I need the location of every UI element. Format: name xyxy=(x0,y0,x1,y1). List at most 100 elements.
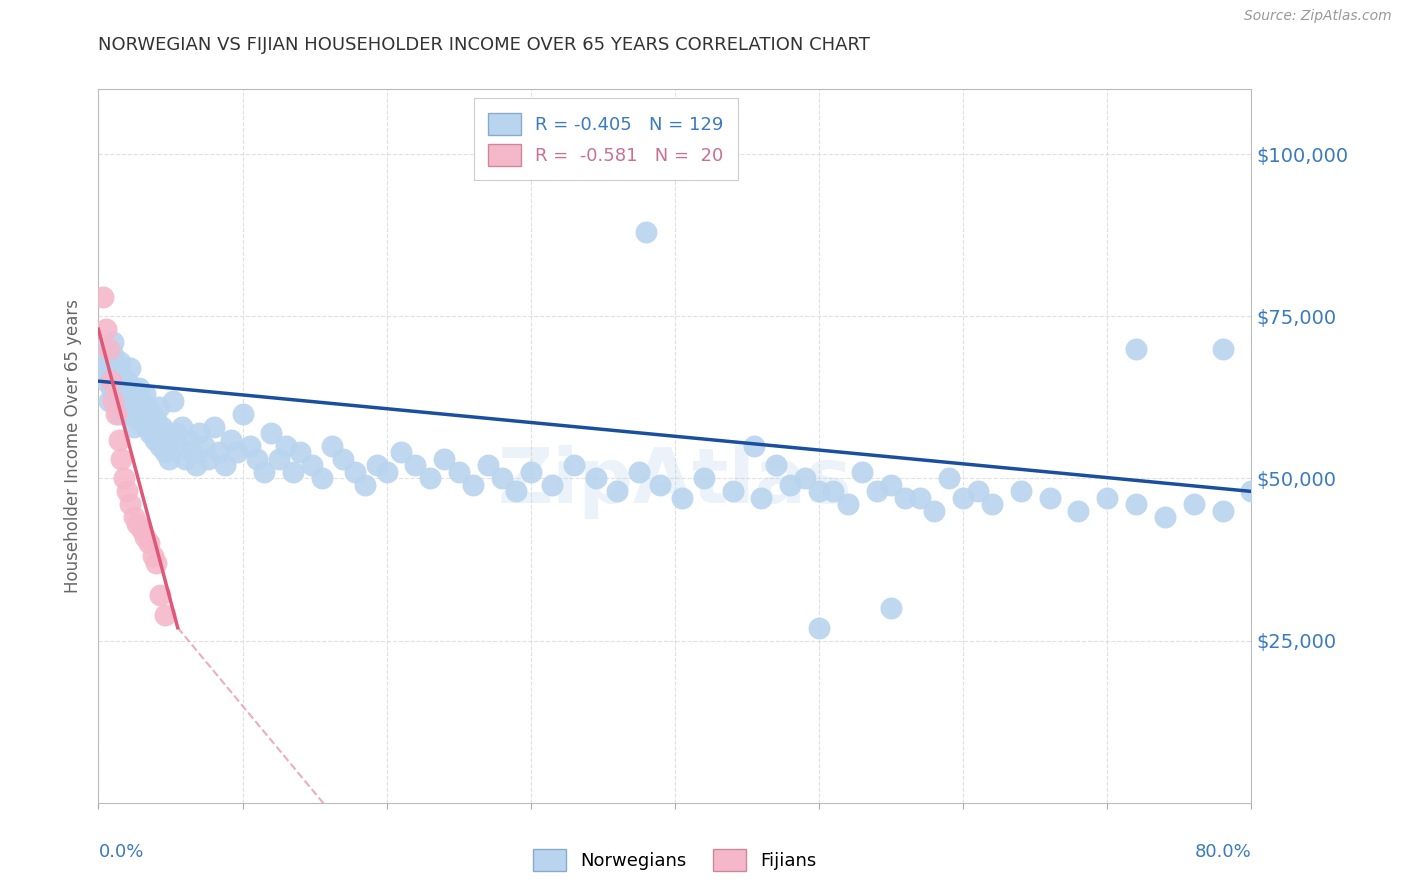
Point xyxy=(389,445,412,459)
Point xyxy=(124,419,146,434)
Point xyxy=(94,374,117,388)
Point xyxy=(136,400,159,414)
Point xyxy=(104,407,127,421)
Point xyxy=(112,381,135,395)
Point xyxy=(562,458,585,473)
Point xyxy=(585,471,607,485)
Point xyxy=(807,621,830,635)
Point xyxy=(354,478,377,492)
Point xyxy=(134,530,156,544)
Point xyxy=(260,425,283,440)
Point xyxy=(693,471,716,485)
Point xyxy=(721,484,744,499)
Point xyxy=(174,452,197,467)
Point xyxy=(188,425,211,440)
Point xyxy=(146,425,169,440)
Point xyxy=(765,458,787,473)
Point xyxy=(966,484,988,499)
Point xyxy=(149,439,172,453)
Point xyxy=(120,407,142,421)
Point xyxy=(98,368,121,382)
Point xyxy=(135,419,157,434)
Text: Source: ZipAtlas.com: Source: ZipAtlas.com xyxy=(1244,9,1392,23)
Point xyxy=(197,452,219,467)
Point xyxy=(142,549,165,564)
Point xyxy=(131,524,153,538)
Point xyxy=(375,465,398,479)
Point xyxy=(405,458,427,473)
Point xyxy=(108,387,131,401)
Point xyxy=(1038,491,1062,505)
Point xyxy=(128,381,150,395)
Point xyxy=(117,374,139,388)
Point xyxy=(1212,504,1234,518)
Point xyxy=(165,425,187,440)
Point xyxy=(1097,491,1119,505)
Point xyxy=(343,465,366,479)
Point xyxy=(104,361,127,376)
Point xyxy=(779,478,801,492)
Point xyxy=(108,354,131,368)
Point xyxy=(162,393,184,408)
Point xyxy=(671,491,693,505)
Point xyxy=(491,471,513,485)
Text: ZipAtlas: ZipAtlas xyxy=(498,445,852,518)
Point xyxy=(202,419,225,434)
Point xyxy=(332,452,354,467)
Point xyxy=(132,407,155,421)
Point xyxy=(153,607,176,622)
Legend: Norwegians, Fijians: Norwegians, Fijians xyxy=(526,842,824,879)
Point xyxy=(139,425,162,440)
Point xyxy=(107,433,129,447)
Point xyxy=(170,419,193,434)
Point xyxy=(193,439,215,453)
Point xyxy=(274,439,297,453)
Point xyxy=(541,478,564,492)
Point xyxy=(281,465,304,479)
Point xyxy=(520,465,543,479)
Point xyxy=(111,393,134,408)
Text: 0.0%: 0.0% xyxy=(98,843,143,861)
Point xyxy=(149,588,172,602)
Point xyxy=(938,471,960,485)
Point xyxy=(94,322,117,336)
Point xyxy=(880,478,903,492)
Point xyxy=(880,601,903,615)
Point xyxy=(143,433,166,447)
Point xyxy=(118,387,141,401)
Point xyxy=(1067,504,1090,518)
Point xyxy=(231,407,254,421)
Point xyxy=(145,413,167,427)
Point xyxy=(922,504,945,518)
Point xyxy=(127,400,149,414)
Point xyxy=(793,471,815,485)
Point xyxy=(751,491,773,505)
Point xyxy=(253,465,276,479)
Point xyxy=(110,452,132,467)
Point xyxy=(120,497,142,511)
Y-axis label: Householder Income Over 65 years: Householder Income Over 65 years xyxy=(65,299,83,593)
Point xyxy=(1182,497,1205,511)
Point xyxy=(156,439,179,453)
Point xyxy=(129,413,152,427)
Point xyxy=(97,393,120,408)
Point xyxy=(239,439,262,453)
Legend: R = -0.405   N = 129, R =  -0.581   N =  20: R = -0.405 N = 129, R = -0.581 N = 20 xyxy=(474,98,738,180)
Point xyxy=(1153,510,1175,524)
Point xyxy=(742,439,765,453)
Point xyxy=(138,413,160,427)
Point xyxy=(150,419,173,434)
Point xyxy=(105,374,128,388)
Point xyxy=(301,458,323,473)
Point xyxy=(290,445,312,459)
Point xyxy=(208,445,231,459)
Point xyxy=(114,400,136,414)
Point xyxy=(141,407,163,421)
Point xyxy=(606,484,628,499)
Point xyxy=(225,445,247,459)
Point xyxy=(908,491,931,505)
Point xyxy=(101,393,124,408)
Point xyxy=(636,225,658,239)
Point xyxy=(148,400,170,414)
Point xyxy=(112,471,135,485)
